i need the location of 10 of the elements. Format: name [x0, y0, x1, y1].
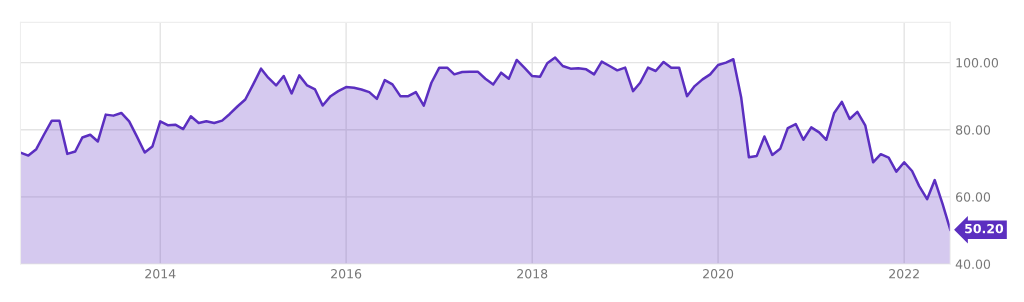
x-tick-label: 2020	[703, 269, 734, 279]
y-tick-label: 80.00	[955, 125, 991, 135]
x-tick-label: 2022	[889, 269, 919, 279]
y-tick-label: 40.00	[955, 259, 991, 269]
y-tick-label: 60.00	[956, 192, 991, 202]
y-tick-label: 100.00	[956, 58, 999, 68]
x-tick-label: 2018	[517, 269, 548, 279]
x-tick-label: 2016	[331, 269, 362, 279]
annotation: 50.20	[965, 223, 1004, 234]
x-tick-label: 2014	[145, 269, 176, 279]
